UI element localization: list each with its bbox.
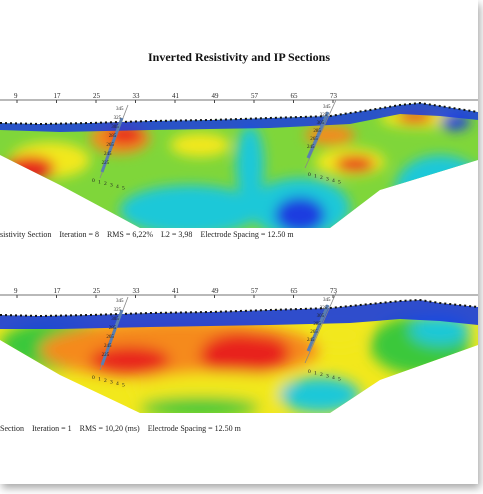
well-depth-label: 265 — [106, 143, 114, 148]
well-depth-label: 245 — [104, 152, 112, 157]
electrode-label: 73 — [330, 287, 338, 295]
resistivity-caption-name: sistivity Section — [0, 230, 52, 239]
ip-electrode-axis: 9 17 25 33 41 49 57 65 73 — [14, 287, 338, 298]
resistivity-section-plot: 9 17 25 33 41 49 57 65 73 — [0, 92, 478, 228]
electrode-label: 57 — [251, 287, 259, 295]
well-depth-label: 305 — [111, 125, 119, 130]
well-depth-label: 285 — [313, 129, 321, 134]
well-depth-label: 325 — [320, 306, 328, 311]
figure-card: Inverted Resistivity and IP Sections 9 17… — [0, 50, 478, 435]
well-depth-label: 245 — [104, 344, 112, 349]
electrode-label: 49 — [212, 92, 220, 100]
electrode-label: 41 — [172, 92, 180, 100]
depth-scale-label: 1 — [314, 174, 317, 180]
depth-scale-label: 3 — [326, 374, 329, 380]
depth-scale-label: 2 — [320, 372, 323, 378]
electrode-label: 41 — [172, 287, 180, 295]
electrode-label: 9 — [14, 287, 18, 295]
resistivity-caption: sistivity Section Iteration = 8 RMS = 6,… — [0, 230, 294, 239]
depth-scale-label: 3 — [110, 183, 113, 189]
well-depth-label: 285 — [313, 322, 321, 327]
well-depth-label: 265 — [310, 137, 318, 142]
electrode-label: 25 — [93, 92, 101, 100]
depth-scale-label: 4 — [116, 184, 119, 190]
electrode-label: 33 — [133, 92, 141, 100]
well-depth-label: 345 — [323, 298, 331, 303]
ip-well-left: 345 325 305 285 265 245 225 — [99, 296, 129, 371]
depth-scale-label: 1 — [98, 377, 101, 383]
resistivity-section-panel: 9 17 25 33 41 49 57 65 73 — [0, 90, 478, 240]
ip-well-right: 345 325 305 285 265 245 — [304, 292, 337, 364]
figure-title: Inverted Resistivity and IP Sections — [147, 50, 330, 64]
well-depth-label: 325 — [320, 113, 328, 118]
depth-scale-label: 0 — [308, 172, 311, 178]
depth-scale-label: 4 — [116, 381, 119, 387]
electrode-label: 49 — [212, 287, 220, 295]
well-depth-label: 305 — [317, 121, 325, 126]
depth-scale-label: 0 — [92, 375, 95, 381]
well-depth-label: 345 — [116, 299, 124, 304]
electrode-label: 65 — [291, 92, 299, 100]
well-depth-label: 325 — [114, 116, 122, 121]
well-depth-label: 265 — [310, 330, 318, 335]
well-depth-label: 285 — [109, 134, 117, 139]
ip-section-plot: 9 17 25 33 41 49 57 65 73 — [0, 287, 478, 413]
well-depth-label: 265 — [106, 335, 114, 340]
depth-scale-label: 1 — [98, 180, 101, 186]
ip-caption: Section Iteration = 1 RMS = 10,20 (ms) E… — [0, 424, 241, 433]
resistivity-well-left: 345 325 305 285 265 245 225 — [99, 104, 129, 179]
ip-section-panel: 9 17 25 33 41 49 57 65 73 — [0, 285, 478, 435]
well-depth-label: 285 — [109, 326, 117, 331]
depth-scale-label: 0 — [92, 178, 95, 184]
resistivity-caption-spacing: Electrode Spacing = 12.50 m — [200, 230, 294, 239]
electrode-label: 25 — [93, 287, 101, 295]
depth-scale-label: 5 — [338, 180, 341, 186]
well-depth-label: 305 — [111, 317, 119, 322]
electrode-label: 57 — [251, 92, 259, 100]
well-depth-label: 225 — [102, 161, 110, 166]
depth-scale-label: 3 — [110, 380, 113, 386]
resistivity-electrode-axis: 9 17 25 33 41 49 57 65 73 — [14, 92, 338, 103]
electrode-label: 65 — [291, 287, 299, 295]
well-depth-label: 225 — [102, 353, 110, 358]
depth-scale-label: 5 — [122, 186, 125, 192]
depth-scale-label: 3 — [326, 177, 329, 183]
depth-scale-label: 2 — [320, 175, 323, 181]
electrode-label: 17 — [54, 287, 62, 295]
depth-scale-label: 5 — [122, 383, 125, 389]
well-depth-label: 305 — [317, 314, 325, 319]
resistivity-caption-l2: L2 = 3,98 — [161, 230, 193, 239]
electrode-label: 9 — [14, 92, 18, 100]
well-depth-label: 245 — [307, 145, 315, 150]
ip-caption-spacing: Electrode Spacing = 12.50 m — [147, 424, 241, 433]
electrode-label: 73 — [330, 92, 338, 100]
ip-caption-iteration: Iteration = 1 — [32, 424, 72, 433]
resistivity-well-right: 345 325 305 285 265 245 — [304, 99, 337, 169]
ip-caption-name: Section — [0, 424, 24, 433]
well-depth-label: 345 — [116, 107, 124, 112]
depth-scale-label: 2 — [104, 378, 107, 384]
depth-scale-label: 5 — [338, 377, 341, 383]
depth-scale-label: 0 — [308, 369, 311, 375]
well-depth-label: 325 — [114, 308, 122, 313]
electrode-label: 33 — [133, 287, 141, 295]
depth-scale-label: 4 — [332, 178, 335, 184]
resistivity-caption-iteration: Iteration = 8 — [59, 230, 99, 239]
electrode-label: 17 — [54, 92, 62, 100]
depth-scale-label: 1 — [314, 371, 317, 377]
resistivity-caption-rms: RMS = 6,22% — [106, 230, 154, 239]
depth-scale-label: 4 — [332, 375, 335, 381]
well-depth-label: 245 — [307, 338, 315, 343]
well-depth-label: 345 — [323, 105, 331, 110]
ip-caption-rms: RMS = 10,20 (ms) — [79, 424, 140, 433]
depth-scale-label: 2 — [104, 181, 107, 187]
